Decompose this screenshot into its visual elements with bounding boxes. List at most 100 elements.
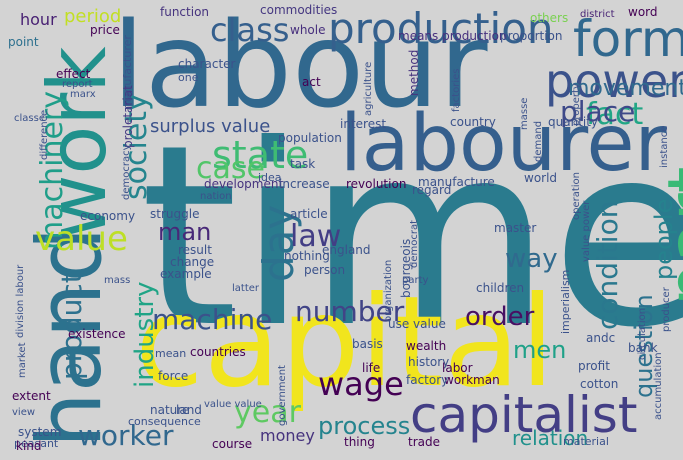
word-way: way — [505, 244, 558, 274]
word-value: value — [35, 219, 128, 259]
word-form: form — [573, 10, 683, 68]
word-thing: thing — [344, 435, 375, 449]
word-population: population — [278, 131, 342, 145]
word-money: money — [260, 426, 315, 445]
word-point: point — [8, 35, 39, 49]
word-report: report — [62, 79, 93, 90]
word-profit: profit — [578, 359, 610, 373]
word-nothing: nothing — [284, 249, 330, 263]
word-quantity: quantity — [548, 115, 599, 129]
word-peasant: peasant — [14, 437, 59, 450]
word-example: example — [160, 267, 212, 281]
word-article: article — [290, 207, 328, 221]
word-function: function — [160, 5, 210, 19]
word-world: world — [524, 171, 558, 185]
word-democracy: democracy — [121, 144, 132, 200]
word-process: process — [318, 412, 411, 440]
word-task: task — [290, 157, 316, 171]
word-history: history — [408, 355, 450, 369]
word-relation: relation — [512, 426, 589, 450]
word-year: year — [234, 395, 301, 430]
word-factories: factories — [451, 68, 462, 112]
word-bourgeois: bourgeois — [399, 238, 413, 298]
word-place: place — [560, 95, 636, 128]
word-worker: worker — [78, 419, 174, 452]
word-hour: hour — [20, 10, 57, 29]
word-labourer: labourer — [340, 99, 667, 189]
word-regard: regard — [412, 183, 452, 197]
word-law: law — [290, 219, 342, 254]
word-movement: movement — [568, 76, 683, 101]
word-workman: workman — [444, 373, 500, 387]
word-andc: andc — [586, 331, 616, 345]
word-development: development — [204, 177, 284, 191]
word-time: time — [140, 91, 683, 382]
word-classe: classe — [14, 113, 45, 124]
word-result: result — [178, 243, 212, 257]
word-idea: idea — [258, 171, 282, 184]
word-latter: latter — [232, 283, 260, 294]
word-children: children — [476, 281, 525, 295]
word-market: market — [17, 342, 28, 379]
word-change: change — [170, 255, 215, 269]
word-extent: extent — [12, 389, 51, 403]
word-method: method — [407, 49, 421, 96]
word-country: country — [450, 115, 496, 129]
word-england: england — [322, 243, 371, 257]
word-agriculture: agriculture — [363, 61, 374, 116]
word-proportion: proportion — [500, 29, 563, 43]
word-wage: wage — [318, 365, 404, 403]
word-consequence: consequence — [128, 415, 201, 428]
word-demand: demand — [533, 120, 544, 162]
word-bank: bank — [628, 341, 658, 355]
word-difference: difference — [39, 109, 50, 160]
word-state: state — [212, 133, 309, 177]
word-capital: capital — [135, 270, 555, 415]
word-person: person — [304, 263, 346, 277]
word-value-value: value value — [204, 399, 262, 410]
word-government: government — [277, 365, 288, 426]
word-trade: trade — [408, 435, 440, 449]
word-nature: nature — [150, 403, 190, 417]
word-struggle: struggle — [150, 207, 200, 221]
word-labor: labor — [442, 361, 473, 375]
word-others: others — [530, 11, 569, 25]
word-fact: fact — [586, 97, 644, 132]
word-character: character — [178, 57, 236, 71]
word-producer: producer — [661, 287, 672, 332]
word-kind: kind — [16, 439, 42, 453]
word-one: one — [178, 71, 199, 84]
word-condition: condition — [591, 200, 624, 330]
word-manufacture: manufacture — [418, 175, 495, 189]
word-organization: organization — [383, 259, 394, 322]
word-man: man — [158, 218, 212, 246]
word-effect: effect — [56, 67, 91, 81]
word-economy: economy — [80, 209, 136, 223]
word-land: land — [176, 403, 202, 417]
word-imperialism: imperialism — [559, 269, 572, 334]
word-proletariat: proletariat — [121, 85, 135, 148]
word-whole: whole — [290, 23, 326, 37]
word-mass: mass — [104, 275, 131, 286]
word-material: material — [563, 435, 609, 448]
word-revolution: revolution — [346, 177, 407, 191]
word-system: system — [18, 425, 62, 439]
word-class: class — [210, 11, 290, 49]
word-power: power — [545, 54, 683, 108]
word-factory: factory — [406, 373, 449, 387]
word-labour: labour — [112, 0, 488, 134]
word-instance: instance — [659, 125, 670, 168]
word-accumulation: accumulation — [653, 352, 664, 420]
word-interest: interest — [340, 117, 387, 131]
word-life: life — [362, 361, 381, 375]
word-commodities: commodities — [260, 3, 338, 17]
word-people: people — [650, 198, 678, 280]
word-marx: marx — [70, 89, 96, 100]
word-means-production: means production — [398, 29, 507, 43]
word-party: party — [402, 275, 429, 286]
word-basis: basis — [352, 337, 383, 351]
word-capitalist: capitalist — [410, 386, 638, 444]
word-cotton: cotton — [580, 377, 619, 391]
word-period: period — [64, 6, 122, 27]
